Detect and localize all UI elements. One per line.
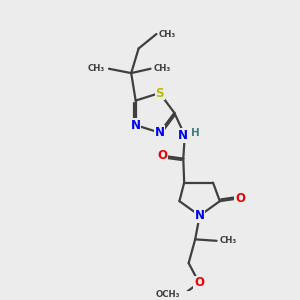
Text: CH₃: CH₃ xyxy=(220,236,237,245)
Text: N: N xyxy=(131,118,141,132)
Text: CH₃: CH₃ xyxy=(159,29,176,38)
Text: S: S xyxy=(155,86,164,100)
Text: O: O xyxy=(157,149,167,162)
Text: O: O xyxy=(194,276,204,289)
Text: H: H xyxy=(191,128,200,137)
Text: OCH₃: OCH₃ xyxy=(156,290,180,299)
Text: N: N xyxy=(177,129,188,142)
Text: O: O xyxy=(235,192,245,205)
Text: CH₃: CH₃ xyxy=(154,64,171,73)
Text: CH₃: CH₃ xyxy=(88,64,105,73)
Text: N: N xyxy=(154,126,165,139)
Text: N: N xyxy=(195,209,205,222)
